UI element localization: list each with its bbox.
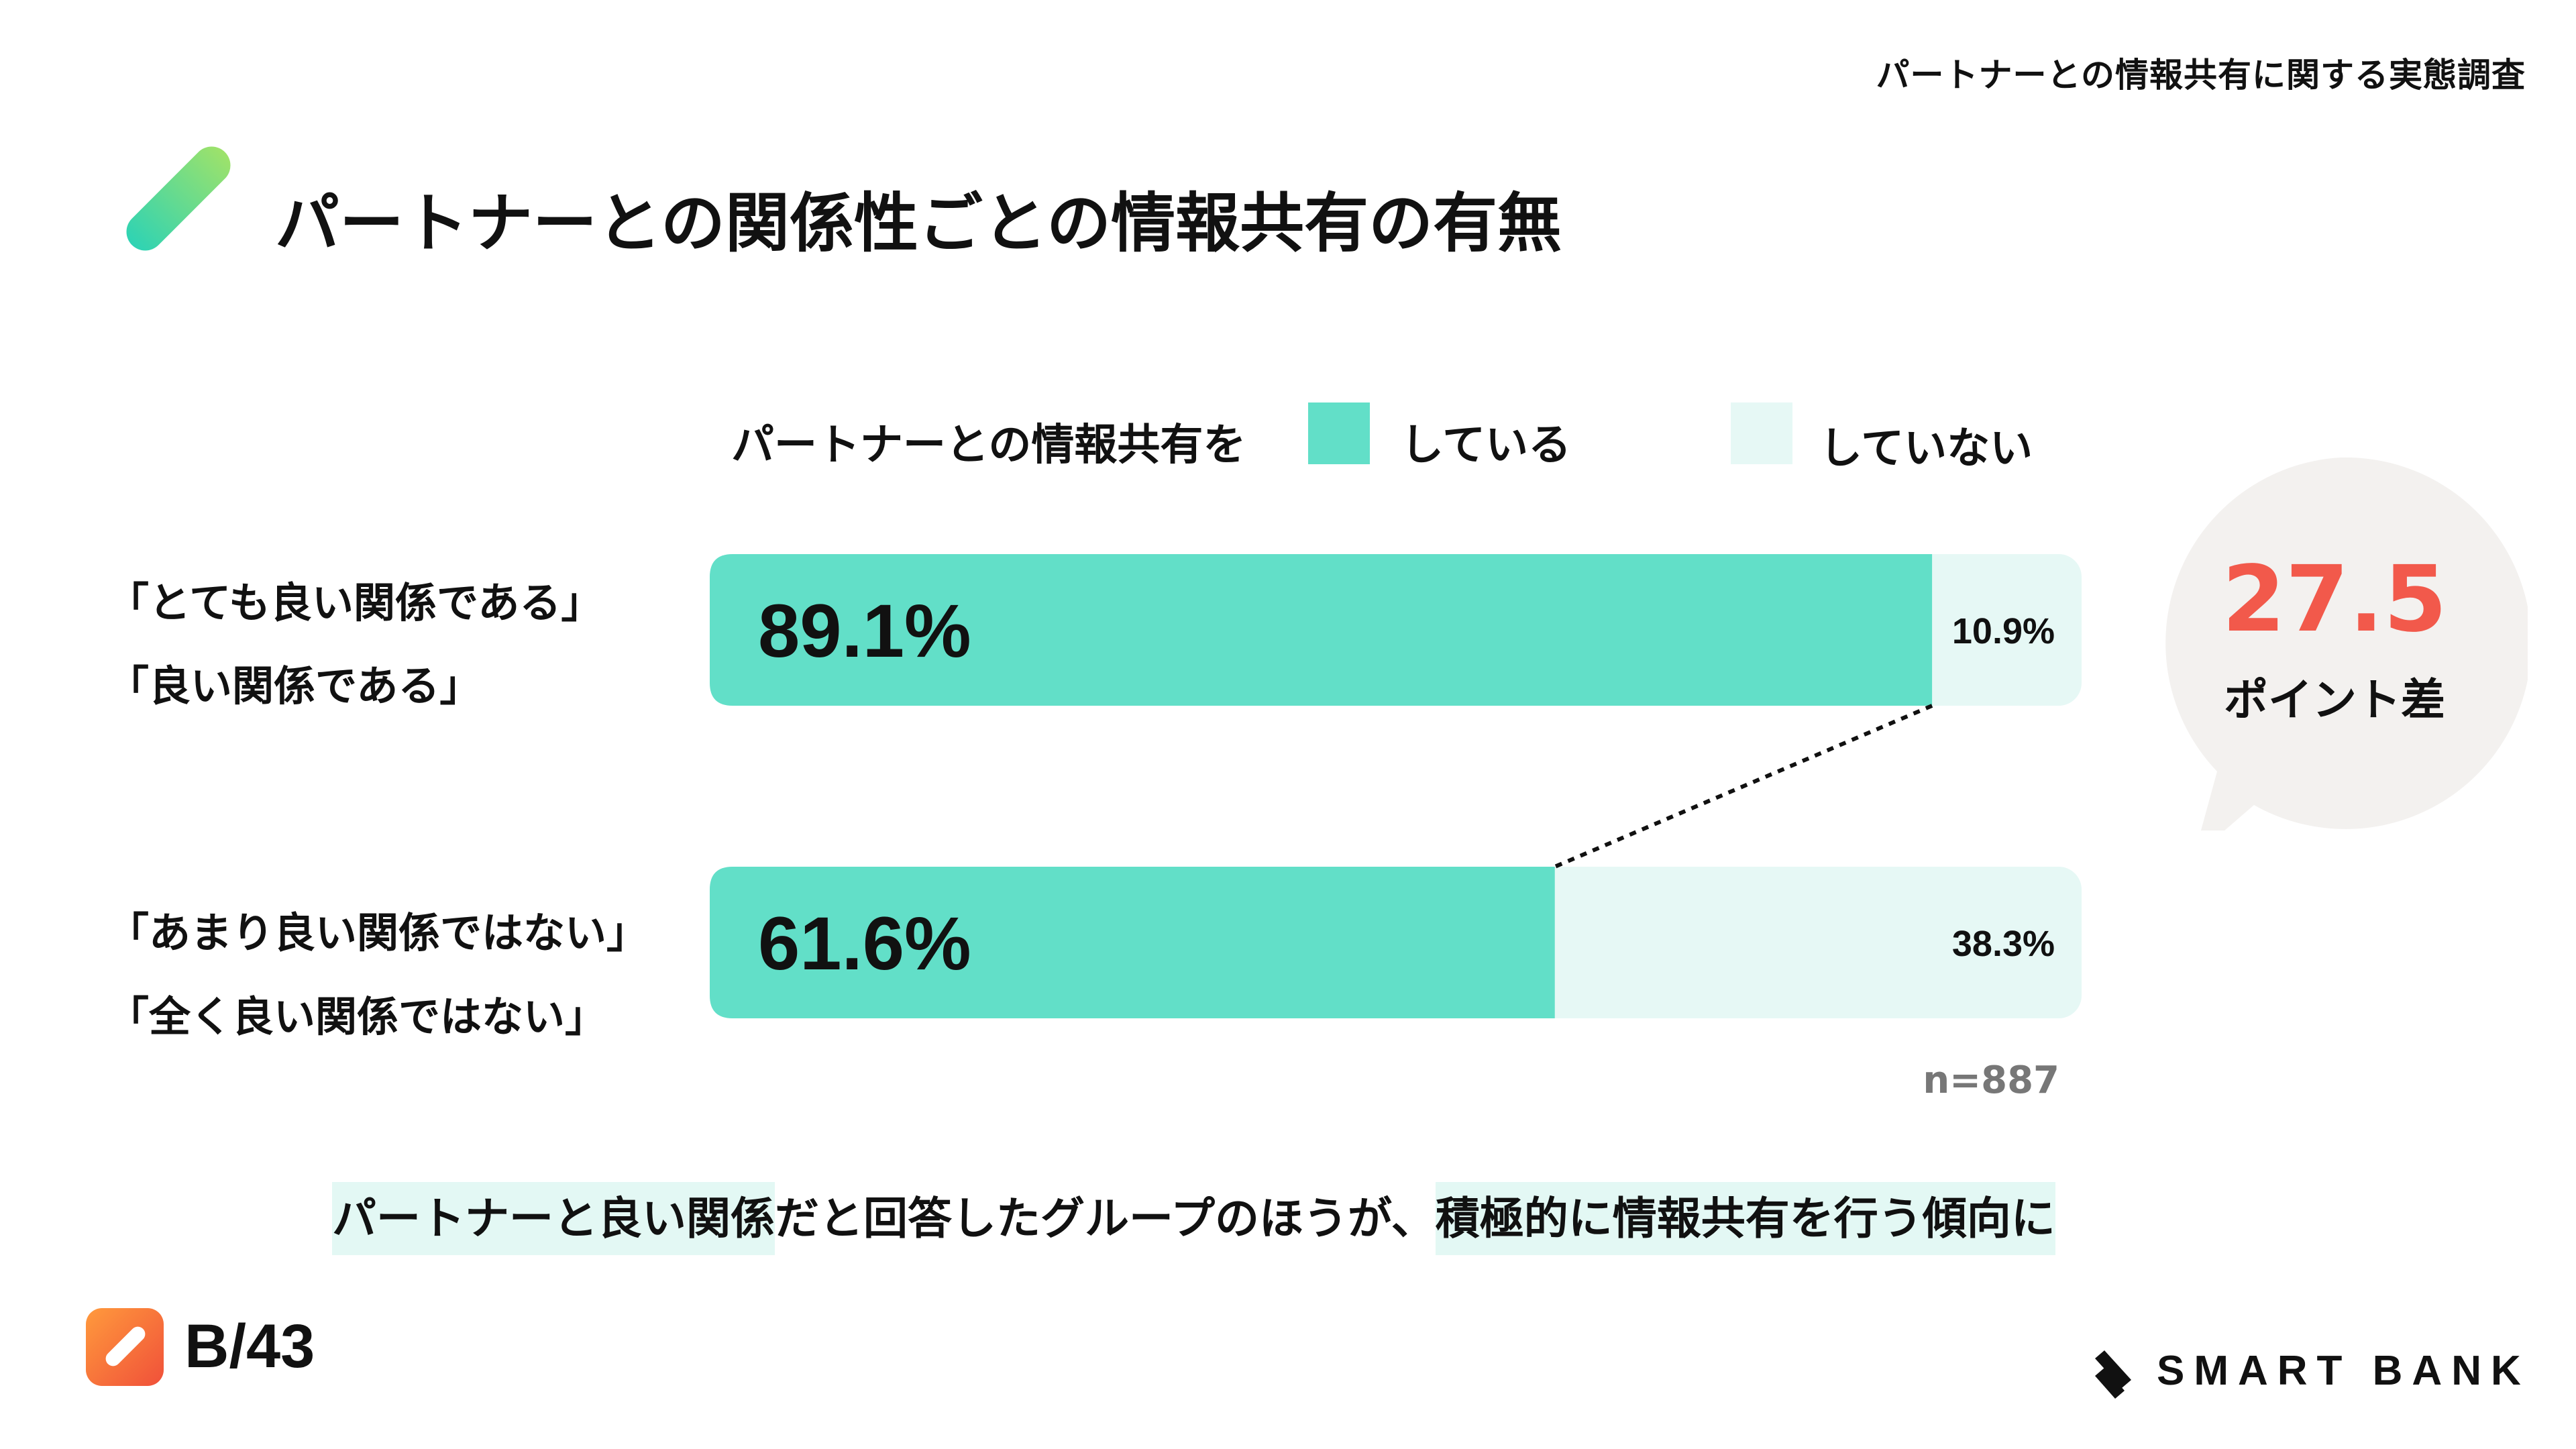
bar-sharing-2: [710, 867, 1555, 1018]
data-label-not-sharing-1: 10.9%: [1952, 611, 2055, 651]
difference-label: ポイント差: [2224, 674, 2445, 726]
data-label-not-sharing-2: 38.3%: [1952, 924, 2055, 964]
legend-swatch-not-sharing: [1731, 402, 1792, 464]
legend-label-sharing: している: [1401, 421, 1572, 470]
smartbank-slash-icon: [2095, 1350, 2131, 1399]
legend-caption: パートナーとの情報共有を: [731, 421, 1246, 470]
page-number: B/43: [184, 1312, 315, 1381]
category-label-bad-1: 「あまり良い関係ではない」: [107, 908, 649, 957]
conclusion-highlight-2: 積極的に情報共有を行う傾向に: [1435, 1182, 2055, 1255]
difference-bubble: [2165, 457, 2528, 830]
legend-label-not-sharing: していない: [1819, 424, 2033, 474]
sample-size: n=887: [1923, 1059, 2059, 1102]
bar-sharing-1: [710, 554, 1933, 706]
category-label-bad-2: 「全く良い関係ではない」: [107, 992, 607, 1041]
data-label-sharing-1: 89.1%: [758, 589, 971, 673]
conclusion-middle: だと回答したグループのほうが、: [775, 1193, 1436, 1244]
brand-name: SMART BANK: [2157, 1348, 2530, 1394]
conclusion-text: パートナーと良い関係だと回答したグループのほうが、積極的に情報共有を行う傾向に: [332, 1182, 2055, 1255]
survey-title: パートナーとの情報共有に関する実態調査: [1876, 56, 2526, 95]
difference-value: 27.5: [2222, 547, 2447, 653]
page-title: パートナーとの関係性ごとの情報共有の有無: [275, 186, 1562, 261]
legend-swatch-sharing: [1308, 402, 1370, 464]
conclusion-highlight-1: パートナーと良い関係: [332, 1182, 775, 1255]
difference-connector-line: [1554, 704, 1933, 869]
bubble-shape: [2165, 457, 2528, 830]
category-label-good-2: 「良い関係である」: [107, 661, 482, 710]
data-label-sharing-2: 61.6%: [758, 902, 971, 985]
category-label-good-1: 「とても良い関係である」: [107, 578, 603, 627]
